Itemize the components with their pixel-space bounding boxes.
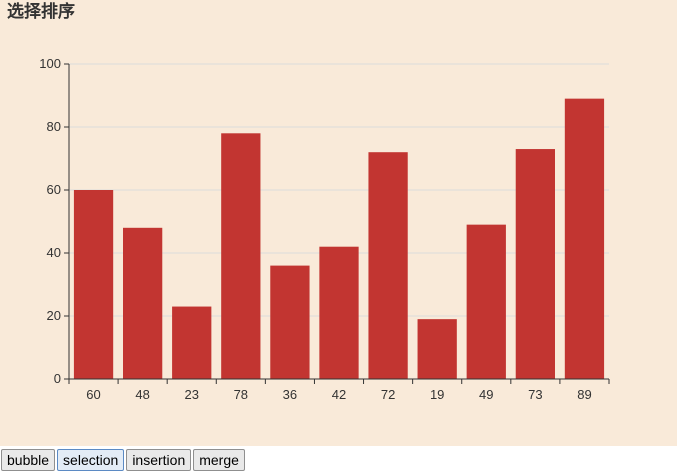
x-tick-label: 60 bbox=[86, 387, 100, 402]
y-tick-label: 40 bbox=[47, 245, 61, 260]
bar bbox=[466, 224, 506, 379]
bubble-button[interactable]: bubble bbox=[1, 449, 56, 471]
y-tick-label: 20 bbox=[47, 308, 61, 323]
x-tick-label: 42 bbox=[332, 387, 346, 402]
y-tick-label: 80 bbox=[47, 119, 61, 134]
x-tick-label: 49 bbox=[479, 387, 493, 402]
bar bbox=[319, 246, 359, 379]
bar-chart: 0 20 40 60 80 100 60 48 23 78 36 42 72 19 49 73 89 bbox=[39, 56, 610, 402]
bar bbox=[368, 152, 408, 379]
x-tick-label: 72 bbox=[381, 387, 395, 402]
x-tick-label: 48 bbox=[135, 387, 149, 402]
x-tick-label: 89 bbox=[577, 387, 591, 402]
x-tick-label: 73 bbox=[528, 387, 542, 402]
y-tick-label: 0 bbox=[54, 371, 61, 386]
bar bbox=[73, 190, 114, 379]
bar bbox=[123, 227, 163, 379]
selection-button[interactable]: selection bbox=[57, 449, 125, 471]
x-tick-label: 36 bbox=[283, 387, 297, 402]
bar bbox=[221, 133, 261, 379]
bar bbox=[270, 265, 310, 379]
page-title: 选择排序 bbox=[7, 2, 75, 22]
x-tick-label: 23 bbox=[184, 387, 198, 402]
merge-button[interactable]: merge bbox=[193, 449, 245, 471]
y-tick-label: 100 bbox=[39, 56, 61, 71]
chart-panel: 选择排序 0 20 40 60 80 100 60 48 23 78 36 42 72 19 49 73 89 bbox=[0, 0, 677, 446]
insertion-button[interactable]: insertion bbox=[126, 449, 192, 471]
bar bbox=[172, 306, 212, 379]
sort-button-bar: bubble selection insertion merge bbox=[1, 449, 247, 471]
bar bbox=[515, 149, 555, 379]
x-tick-label: 19 bbox=[430, 387, 444, 402]
x-tick-label: 78 bbox=[234, 387, 248, 402]
bar bbox=[564, 98, 605, 380]
bar bbox=[417, 319, 457, 379]
y-tick-label: 60 bbox=[47, 182, 61, 197]
